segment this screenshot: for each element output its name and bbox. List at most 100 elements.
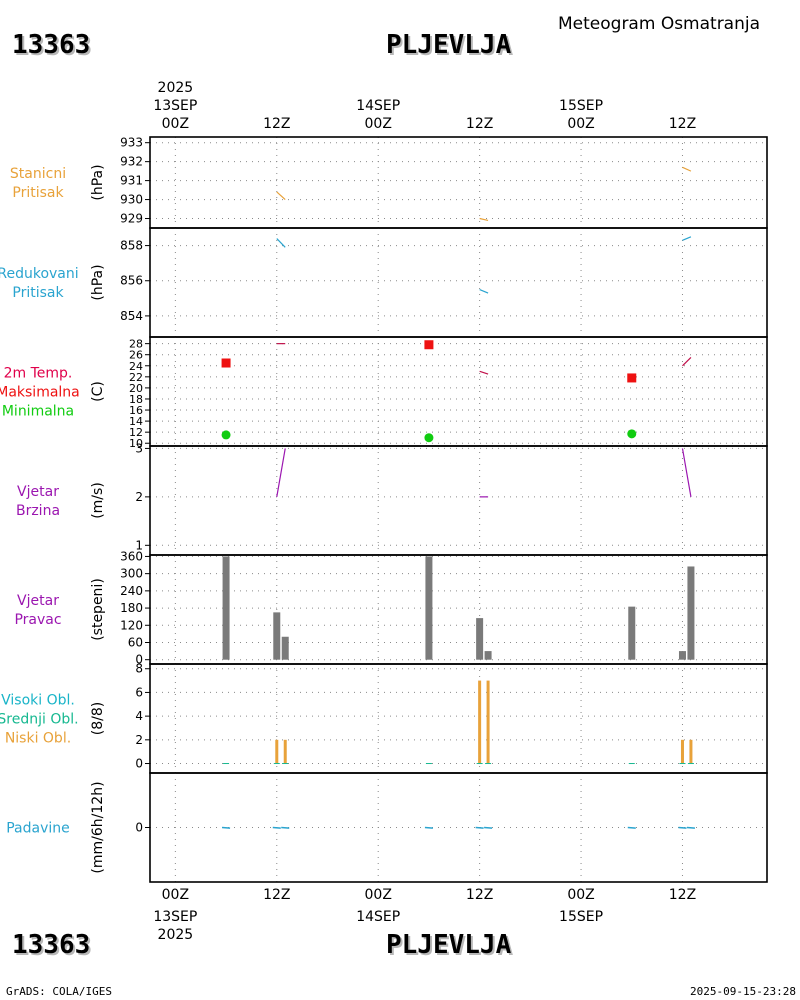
wind-dir-bar-2 (281, 636, 289, 660)
panel-title-5-2: Niski Obl. (5, 731, 71, 747)
precip-mark-6 (627, 826, 636, 829)
precip-mark-2 (281, 826, 290, 829)
grads-credit: GrADS: COLA/IGES (6, 985, 112, 998)
panel-unit-2: (C) (90, 381, 106, 402)
ytick-label-4-5: 300 (120, 567, 143, 581)
date-label-bottom-4: 15SEP (559, 909, 603, 925)
series-segment-1-0-2 (682, 236, 692, 241)
panel-title-2-2: Minimalna (2, 404, 74, 420)
ytick-label-4-6: 360 (120, 549, 143, 563)
ytick-label-5-0: 0 (135, 757, 143, 771)
tmin-marker-2 (627, 429, 637, 439)
cloud-bar-0 (275, 739, 279, 764)
wind-dir-bar-0 (222, 556, 230, 660)
series-segment-0-0-2 (682, 166, 692, 172)
panel-title-5-0: Visoki Obl. (1, 693, 75, 709)
date-label-bottom-0: 13SEP (153, 909, 197, 925)
panel-title-6-0: Padavine (6, 821, 70, 837)
time-tick-top-2: 00Z (365, 116, 392, 132)
time-tick-bottom-1: 12Z (263, 887, 290, 903)
tmax-marker-2 (627, 373, 637, 383)
ytick-label-3-0: 1 (135, 538, 143, 552)
panel-frame-3 (149, 445, 768, 556)
cloud-bar-1 (283, 739, 287, 764)
cloud-bar-2 (478, 680, 482, 764)
date-label-bottom-2: 14SEP (356, 909, 400, 925)
wind-dir-bar-4 (476, 618, 484, 660)
year-label-top: 2025 (158, 80, 194, 96)
wind-dir-bar-1 (273, 612, 281, 660)
series-segment-0-0-0 (276, 191, 286, 201)
series-segment-1-0-1 (479, 288, 489, 294)
date-label-top-0: 13SEP (153, 98, 197, 114)
ytick-label-0-0: 929 (120, 212, 143, 226)
precip-mark-4 (475, 826, 484, 829)
panel-title-4-0: Vjetar (17, 593, 59, 609)
ytick-label-5-2: 4 (135, 709, 143, 723)
render-timestamp: 2025-09-15-23:28 (690, 985, 796, 998)
ytick-label-2-6: 22 (129, 371, 143, 384)
ytick-label-2-1: 12 (129, 426, 143, 439)
ytick-label-2-5: 20 (129, 382, 143, 395)
time-tick-bottom-2: 00Z (365, 887, 392, 903)
panel-title-2-0: 2m Temp. (4, 366, 73, 382)
ytick-label-6-0: 0 (135, 821, 143, 835)
station-name-bottom: PLJEVLJA (386, 930, 512, 960)
time-tick-top-5: 12Z (669, 116, 696, 132)
panel-title-2-1: Maksimalna (0, 385, 80, 401)
panel-frame-4 (149, 554, 768, 665)
cloud-bar-5 (689, 739, 693, 764)
tmin-marker-0 (221, 430, 231, 440)
time-tick-bottom-0: 00Z (162, 887, 189, 903)
station-id-top: 13363 (12, 30, 91, 60)
panel-unit-5: (8/8) (90, 702, 106, 735)
ytick-label-2-2: 14 (129, 415, 143, 428)
series-segment-2-0-1 (479, 370, 489, 375)
panel-title-0-0: Stanicni (10, 166, 66, 182)
panel-frame-0 (149, 136, 768, 229)
ytick-label-2-3: 16 (129, 404, 143, 417)
ytick-label-2-7: 24 (129, 360, 143, 373)
wind-dir-bar-7 (678, 651, 686, 660)
wind-dir-bar-6 (628, 606, 636, 660)
panel-frame-1 (149, 227, 768, 338)
date-label-top-2: 14SEP (356, 98, 400, 114)
ytick-label-2-0: 10 (129, 437, 143, 450)
station-id-bottom: 13363 (12, 930, 91, 960)
ytick-label-5-1: 2 (135, 733, 143, 747)
time-tick-top-0: 00Z (162, 116, 189, 132)
ytick-label-5-3: 6 (135, 685, 143, 699)
precip-mark-0 (222, 826, 231, 829)
panel-unit-1: (hPa) (90, 264, 106, 300)
wind-dir-bar-3 (425, 556, 433, 660)
ytick-label-1-1: 856 (120, 274, 143, 288)
cloud-bar-4 (680, 739, 684, 764)
ytick-label-1-0: 854 (120, 309, 143, 323)
panel-title-1-0: Redukovani (0, 266, 79, 282)
panel-title-3-0: Vjetar (17, 484, 59, 500)
time-tick-top-3: 12Z (466, 116, 493, 132)
station-name-top: PLJEVLJA (386, 30, 512, 60)
year-label-bottom: 2025 (158, 927, 194, 943)
tmin-marker-1 (424, 433, 434, 443)
time-tick-bottom-4: 00Z (567, 887, 594, 903)
ytick-label-2-9: 28 (129, 338, 143, 351)
ytick-label-4-2: 120 (120, 618, 143, 632)
series-segment-2-0-2 (682, 357, 692, 367)
ytick-label-3-1: 2 (135, 490, 143, 504)
wind-dir-bar-5 (484, 651, 492, 660)
panel-title-4-1: Pravac (14, 612, 61, 628)
date-label-top-4: 15SEP (559, 98, 603, 114)
panel-unit-0: (hPa) (90, 164, 106, 200)
panel-unit-6: (mm/6h/12h) (90, 781, 106, 873)
ytick-label-0-3: 932 (120, 155, 143, 169)
series-segment-1-0-0 (276, 238, 286, 248)
panel-title-0-1: Pritisak (12, 185, 64, 201)
panel-title-1-1: Pritisak (12, 285, 64, 301)
ytick-label-0-1: 930 (120, 193, 143, 207)
panel-title-5-1: Srednji Obl. (0, 712, 79, 728)
ytick-label-4-0: 0 (135, 653, 143, 667)
time-tick-bottom-5: 12Z (669, 887, 696, 903)
ytick-label-3-2: 3 (135, 441, 143, 455)
